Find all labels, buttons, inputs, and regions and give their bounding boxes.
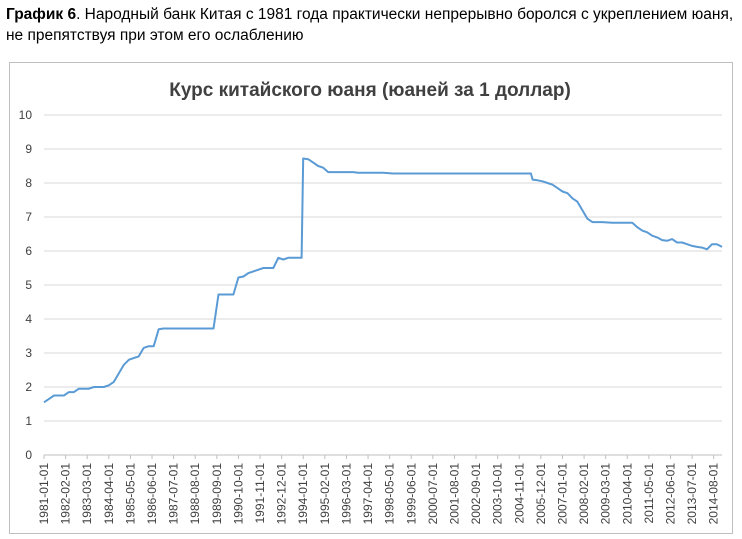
chart-frame: Курс китайского юаня (юаней за 1 доллар)… [9, 62, 733, 534]
x-tick-label: 1981-01-01 [37, 463, 51, 525]
x-tick-label: 2007-01-01 [555, 463, 569, 525]
x-tick-label: 1991-11-01 [253, 463, 267, 524]
x-tick-label: 2009-03-01 [599, 463, 613, 525]
y-tick-label: 10 [19, 108, 33, 122]
series-line [43, 157, 723, 404]
x-tick-label: 1992-12-01 [275, 463, 289, 525]
x-tick-label: 2003-10-01 [491, 463, 505, 525]
y-tick-label: 8 [25, 176, 32, 190]
x-tick-label: 1994-01-01 [296, 463, 310, 525]
x-tick-label: 1995-02-01 [318, 463, 332, 525]
x-tick-label: 1983-03-01 [80, 463, 94, 525]
x-tick-label: 1997-04-01 [361, 463, 375, 525]
x-tick-label: 1988-08-01 [188, 463, 202, 525]
x-tick-label: 1999-06-01 [404, 463, 418, 525]
x-tick-label: 1990-10-01 [231, 463, 245, 525]
x-tick-label: 2013-07-01 [685, 463, 699, 525]
x-tick-label: 2010-04-01 [620, 463, 634, 525]
x-tick-label: 1989-09-01 [210, 463, 224, 525]
figure-caption-label: График 6 [6, 6, 77, 23]
x-tick-label: 2001-08-01 [447, 463, 461, 525]
x-tick-label: 2012-06-01 [663, 463, 677, 525]
y-tick-label: 7 [25, 210, 32, 224]
y-tick-label: 9 [25, 142, 32, 156]
y-tick-label: 2 [25, 380, 32, 394]
figure-caption: График 6. Народный банк Китая с 1981 год… [6, 4, 736, 46]
x-tick-label: 2014-08-01 [707, 463, 721, 525]
x-tick-label: 1986-06-01 [145, 463, 159, 525]
x-tick-label: 1982-02-01 [59, 463, 73, 525]
x-tick-label: 2002-09-01 [469, 463, 483, 525]
y-tick-label: 6 [25, 244, 32, 258]
y-tick-label: 3 [25, 346, 32, 360]
x-tick-label: 1984-04-01 [102, 463, 116, 525]
x-tick-label: 1985-05-01 [123, 463, 137, 525]
chart-title: Курс китайского юаня (юаней за 1 доллар) [169, 80, 571, 101]
y-tick-label: 4 [25, 312, 32, 326]
y-tick-label: 1 [25, 414, 32, 428]
y-axis: 0 1 2 3 4 5 6 7 8 9 10 [19, 108, 33, 462]
x-tick-label: 1996-03-01 [339, 463, 353, 525]
x-tick-label: 1987-07-01 [167, 463, 181, 525]
figure-caption-text: . Народный банк Китая с 1981 года практи… [6, 6, 734, 44]
y-tick-label: 0 [25, 448, 32, 462]
y-tick-label: 5 [25, 278, 32, 292]
x-tick-label: 2005-12-01 [534, 463, 548, 525]
x-tick-label: 2008-02-01 [577, 463, 591, 525]
x-tick-label: 1998-05-01 [383, 463, 397, 525]
x-axis: 1981-01-01 1982-02-01 1983-03-01 1984-04-01… [37, 455, 721, 524]
x-tick-label: 2004-11-01 [512, 463, 526, 524]
line-chart: Курс китайского юаня (юаней за 1 доллар)… [19, 80, 723, 524]
chart-grid [44, 114, 722, 422]
x-tick-label: 2000-07-01 [426, 463, 440, 525]
x-tick-label: 2011-05-01 [642, 463, 656, 524]
